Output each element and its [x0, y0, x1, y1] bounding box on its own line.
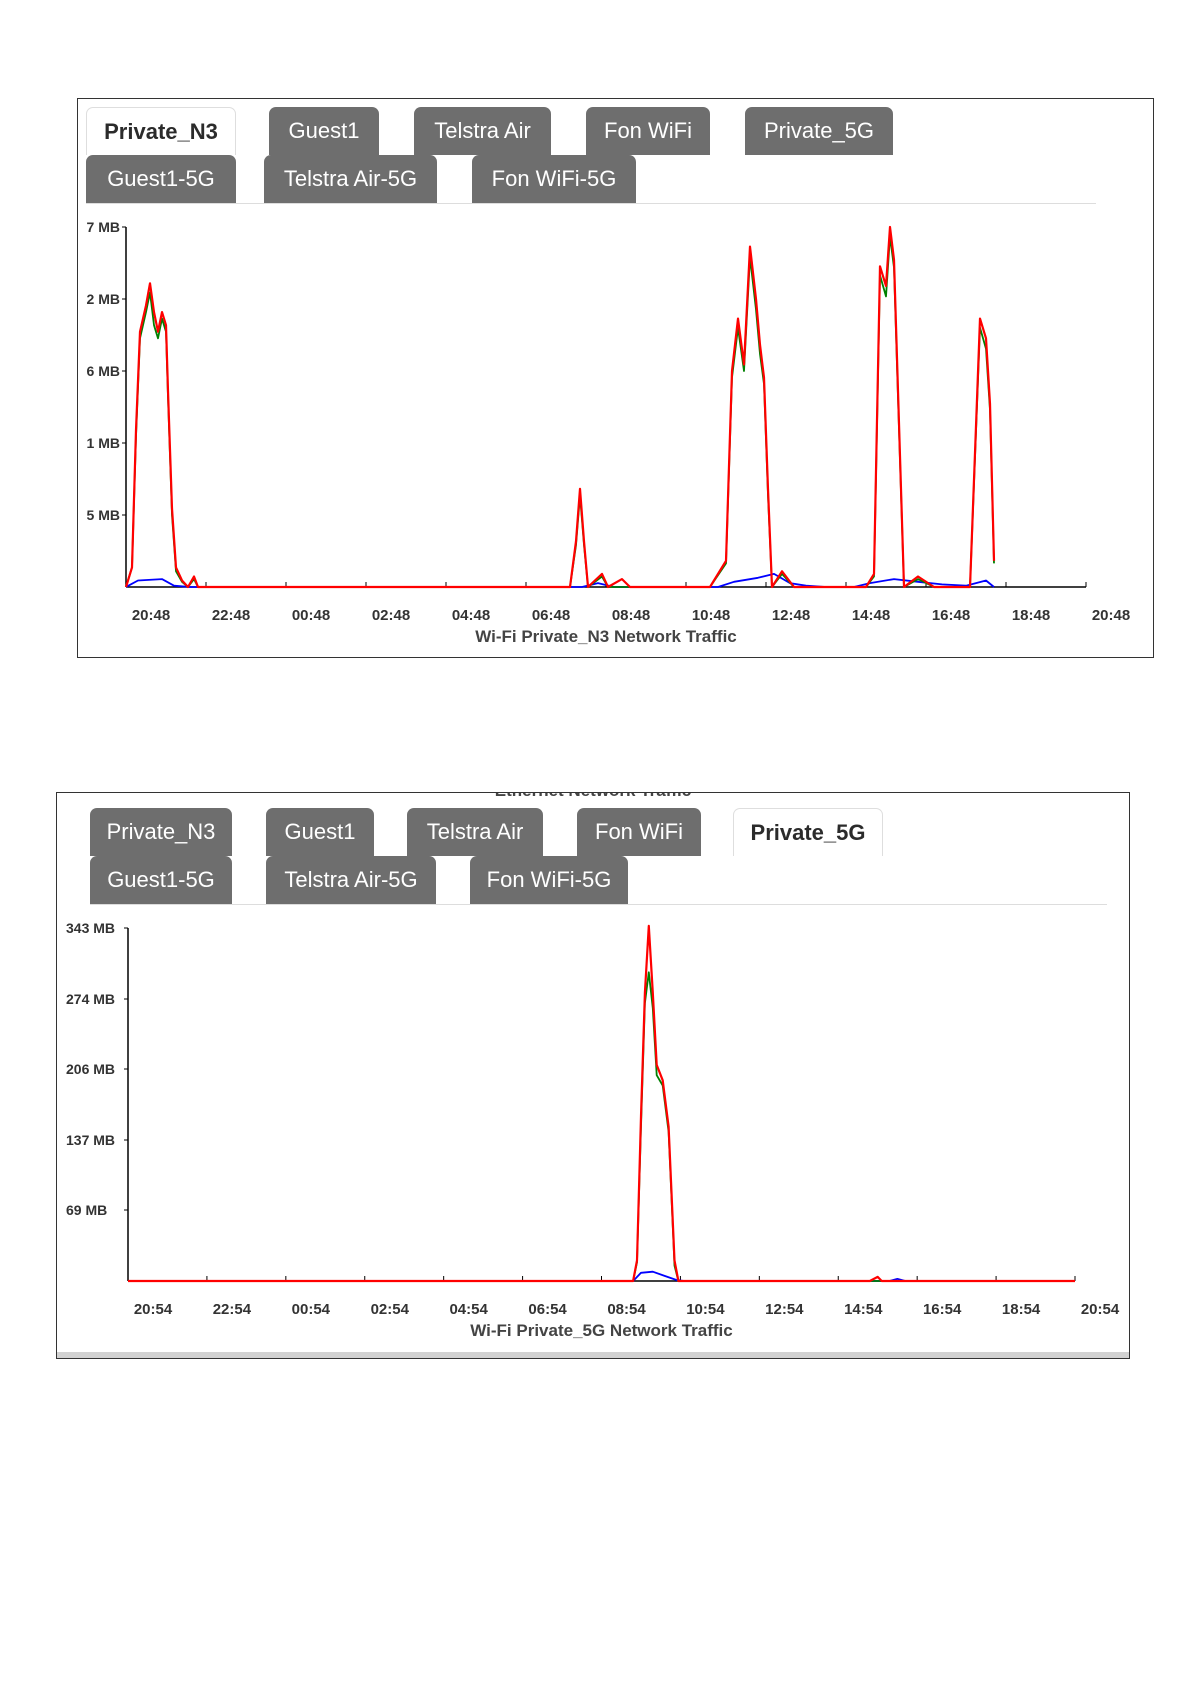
x-tick-label: 06:54 — [528, 1301, 567, 1318]
y-tick-label: 6 MB — [87, 363, 120, 379]
tab-private-5g[interactable]: Private_5G — [733, 808, 883, 856]
x-tick-label: 00:54 — [292, 1301, 331, 1318]
x-tick-label: 02:54 — [371, 1301, 410, 1318]
x-tick-label: 20:48 — [1092, 607, 1130, 624]
tab-telstra-air[interactable]: Telstra Air — [414, 107, 551, 155]
x-tick-label: 22:48 — [212, 607, 250, 624]
traffic-chart-private-n3: 7 MB 2 MB 6 MB 1 MB 5 MB 20:48 22:48 00:48 02:48… — [87, 219, 1131, 646]
x-tick-label: 04:54 — [449, 1301, 488, 1318]
chart-title: Wi-Fi Private_5G Network Traffic — [470, 1321, 732, 1340]
x-tick-label: 06:48 — [532, 607, 570, 624]
x-tick-label: 18:48 — [1012, 607, 1050, 624]
series-line-0 — [124, 225, 996, 589]
x-tick-label: 04:48 — [452, 607, 490, 624]
tab-telstra-air-5g[interactable]: Telstra Air-5G — [264, 155, 437, 203]
traffic-panel-private-n3: Private_N3 Guest1 Telstra Air Fon WiFi P… — [77, 98, 1154, 658]
series-line-2 — [128, 1270, 1075, 1282]
tab-fon-wifi[interactable]: Fon WiFi — [577, 808, 701, 856]
tab-fon-wifi-5g[interactable]: Fon WiFi-5G — [472, 155, 636, 203]
tab-telstra-air[interactable]: Telstra Air — [407, 808, 543, 856]
tab-fon-wifi[interactable]: Fon WiFi — [586, 107, 710, 155]
tab-private-5g[interactable]: Private_5G — [745, 107, 893, 155]
series-line-1 — [128, 971, 1075, 1282]
x-tick-label: 16:54 — [923, 1301, 962, 1318]
series-line-1 — [125, 235, 995, 588]
traffic-panel-private-5g: Ethernet Network Traffic Private_N3 Gues… — [56, 792, 1130, 1359]
y-tick-label: 7 MB — [87, 219, 120, 235]
tab-private-n3[interactable]: Private_N3 — [90, 808, 232, 856]
x-tick-label: 02:48 — [372, 607, 410, 624]
x-tick-label: 20:54 — [134, 1301, 173, 1318]
tab-guest1-5g[interactable]: Guest1-5G — [86, 155, 236, 203]
x-tick-label: 16:48 — [932, 607, 970, 624]
y-tick-label: 343 MB — [66, 920, 115, 936]
x-tick-label: 14:48 — [852, 607, 890, 624]
tab-guest1-5g[interactable]: Guest1-5G — [90, 856, 232, 904]
tab-divider — [90, 904, 1107, 905]
x-tick-label: 10:54 — [686, 1301, 725, 1318]
y-tick-label: 1 MB — [87, 435, 120, 451]
chart-title: Wi-Fi Private_N3 Network Traffic — [475, 627, 737, 646]
tab-fon-wifi-5g[interactable]: Fon WiFi-5G — [470, 856, 628, 904]
series-line-0 — [128, 924, 1075, 1283]
tab-private-n3[interactable]: Private_N3 — [86, 107, 236, 155]
x-tick-label: 00:48 — [292, 607, 330, 624]
tab-guest1[interactable]: Guest1 — [266, 808, 374, 856]
x-tick-label: 20:54 — [1081, 1301, 1120, 1318]
series-line-2 — [125, 573, 995, 588]
tab-guest1[interactable]: Guest1 — [269, 107, 379, 155]
x-tick-label: 10:48 — [692, 607, 730, 624]
tab-divider — [86, 203, 1096, 204]
panel-bottom-bar — [57, 1352, 1129, 1358]
x-tick-label: 20:48 — [132, 607, 170, 624]
y-tick-label: 274 MB — [66, 991, 115, 1007]
x-tick-label: 22:54 — [213, 1301, 252, 1318]
x-tick-label: 14:54 — [844, 1301, 883, 1318]
y-tick-label: 5 MB — [87, 507, 120, 523]
y-tick-label: 206 MB — [66, 1061, 115, 1077]
y-tick-label: 69 MB — [66, 1202, 107, 1218]
x-tick-label: 12:54 — [765, 1301, 804, 1318]
x-tick-label: 12:48 — [772, 607, 810, 624]
x-tick-label: 08:54 — [607, 1301, 646, 1318]
x-tick-label: 18:54 — [1002, 1301, 1041, 1318]
traffic-chart-private-5g: 343 MB 274 MB 206 MB 137 MB 69 MB 20:54 22:54 0… — [66, 920, 1120, 1340]
tab-telstra-air-5g[interactable]: Telstra Air-5G — [266, 856, 436, 904]
ethernet-caption: Ethernet Network Traffic — [57, 793, 1129, 801]
y-tick-label: 2 MB — [87, 291, 120, 307]
y-tick-label: 137 MB — [66, 1132, 115, 1148]
x-tick-label: 08:48 — [612, 607, 650, 624]
